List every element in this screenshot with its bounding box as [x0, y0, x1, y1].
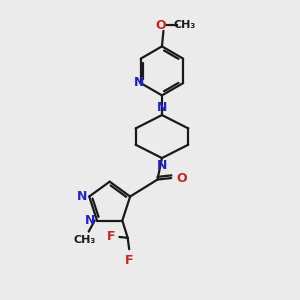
Text: N: N: [85, 214, 96, 227]
Text: CH₃: CH₃: [174, 20, 196, 31]
Text: CH₃: CH₃: [73, 235, 95, 245]
Text: F: F: [125, 254, 134, 267]
Text: N: N: [134, 76, 144, 89]
Text: N: N: [157, 101, 167, 114]
Text: O: O: [176, 172, 187, 184]
Text: N: N: [157, 159, 167, 172]
Text: O: O: [156, 19, 167, 32]
Text: F: F: [107, 230, 116, 243]
Text: N: N: [77, 190, 88, 203]
